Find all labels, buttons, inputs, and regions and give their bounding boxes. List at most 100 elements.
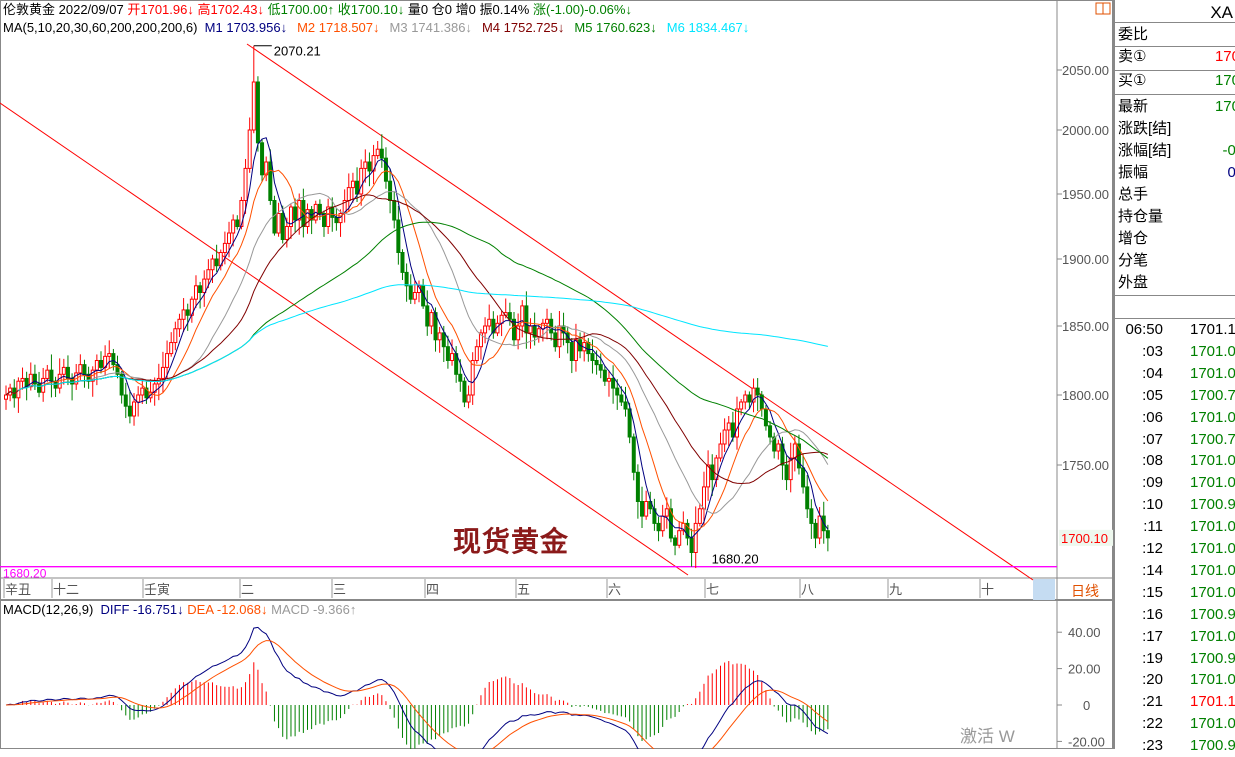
price-tick-label: 1800.00 — [1062, 388, 1109, 403]
candle — [293, 198, 298, 233]
candle — [86, 366, 91, 389]
candle-body — [689, 537, 694, 553]
quote-row-label: 外盘 — [1118, 274, 1149, 291]
candle — [693, 506, 698, 569]
candle-body — [276, 213, 281, 234]
candle — [65, 355, 70, 386]
candle — [805, 474, 810, 519]
price-tick-label: 1900.00 — [1062, 252, 1109, 267]
candle-body — [664, 508, 669, 517]
tick-row: :20 1701.0 — [1115, 669, 1235, 691]
quote-row-label: 涨幅[结] — [1118, 142, 1172, 159]
candle — [747, 391, 752, 409]
price-tick-label: 1850.00 — [1062, 319, 1109, 334]
candle — [635, 464, 640, 519]
tick-row: :19 1700.9 — [1115, 648, 1235, 670]
tick-price: 1701.0 — [1190, 518, 1235, 536]
tick-row: :10 1700.9 — [1115, 494, 1235, 516]
candle-body — [507, 312, 512, 320]
candle — [20, 367, 25, 390]
change-value: 涨(-1.00)-0.06%↓ — [532, 2, 632, 17]
candle — [342, 189, 347, 223]
candle — [37, 371, 42, 398]
scroll-end-box[interactable] — [1033, 579, 1055, 600]
candle-body — [251, 81, 256, 131]
quote-row: 分笔- — [1118, 250, 1235, 272]
candle-body — [809, 508, 814, 524]
candle-body — [375, 148, 380, 157]
candle-body — [210, 258, 215, 271]
tick-row: :05 1700.7 — [1115, 385, 1235, 407]
candle — [338, 209, 343, 237]
candle — [396, 205, 401, 265]
candle-body — [611, 377, 616, 389]
candle — [177, 313, 182, 337]
candle-body — [730, 422, 735, 438]
candle-body — [817, 515, 822, 539]
candle — [193, 275, 198, 308]
quote-row: 涨幅[结] -0. — [1118, 140, 1235, 162]
tick-price: 1700.7 — [1190, 386, 1235, 404]
candle — [235, 215, 240, 230]
candle — [127, 390, 132, 424]
candle — [264, 156, 269, 182]
ma-legend-item: M4 1752.725↓ — [482, 20, 564, 35]
candle — [466, 385, 471, 409]
period-button[interactable]: 日线 — [1071, 583, 1099, 599]
candle-body — [255, 81, 260, 144]
candle-body — [65, 366, 70, 379]
tick-price: 1701.0 — [1190, 671, 1235, 689]
candle-body — [144, 387, 149, 399]
tick-time: :05 — [1142, 386, 1163, 404]
os-activation-watermark: 激活 W — [960, 727, 1015, 746]
tick-price: 1701.1 — [1190, 693, 1235, 711]
candle — [49, 354, 54, 398]
tick-time: :06 — [1142, 408, 1163, 426]
date-tick-label: 十 — [981, 582, 994, 597]
candle-body — [429, 312, 434, 327]
quote-row: 增仓 — [1118, 228, 1235, 250]
quote-row-value: 170 — [1214, 98, 1235, 115]
candle — [685, 519, 690, 546]
candle — [450, 339, 455, 366]
candle-body — [598, 364, 603, 371]
price-tick-label: 1750.00 — [1062, 458, 1109, 473]
candle-body — [644, 501, 649, 517]
candle-body — [520, 305, 525, 327]
ma-legend-item: M6 1834.467↓ — [667, 20, 749, 35]
candle — [210, 254, 215, 284]
candle-body — [710, 464, 715, 481]
ma-name: M6 — [666, 20, 685, 35]
candle — [520, 300, 525, 338]
macd-legend: MACD(12,26,9) DIFF -16.751↓ DEA -12.068↓… — [3, 602, 356, 617]
candle-body — [412, 292, 417, 300]
candle — [516, 313, 521, 350]
quote-date: 2022/09/07 — [58, 2, 124, 17]
candle — [165, 340, 170, 379]
candle-body — [594, 360, 599, 366]
candle — [61, 358, 66, 385]
macd-tick-label: 20.00 — [1068, 662, 1101, 677]
ma-value: 1834.467↓ — [688, 20, 750, 35]
low-value: 1700.00↑ — [280, 2, 335, 17]
candle-body — [792, 443, 797, 459]
candle-body — [466, 394, 471, 403]
tick-price: 1701.1 — [1190, 321, 1235, 338]
candle — [375, 141, 380, 160]
quote-row-label: 最新 — [1118, 98, 1149, 115]
candle — [231, 214, 236, 247]
tick-price: 1701.0 — [1190, 627, 1235, 645]
candle — [355, 167, 360, 203]
candle-body — [640, 501, 645, 517]
candle — [140, 379, 145, 404]
tick-time: :10 — [1142, 496, 1163, 514]
quote-row-label: 买① — [1118, 72, 1147, 89]
candle-body — [602, 369, 607, 382]
candle — [825, 524, 830, 552]
candle — [743, 390, 748, 410]
candle-body — [701, 486, 706, 510]
candle — [268, 149, 273, 205]
kline-chart[interactable]: 2070.21 1680.20 1680.20 2050.00 2000.00 1950.… — [0, 0, 1113, 749]
open-label: 开 — [127, 2, 141, 17]
candle — [437, 326, 442, 353]
